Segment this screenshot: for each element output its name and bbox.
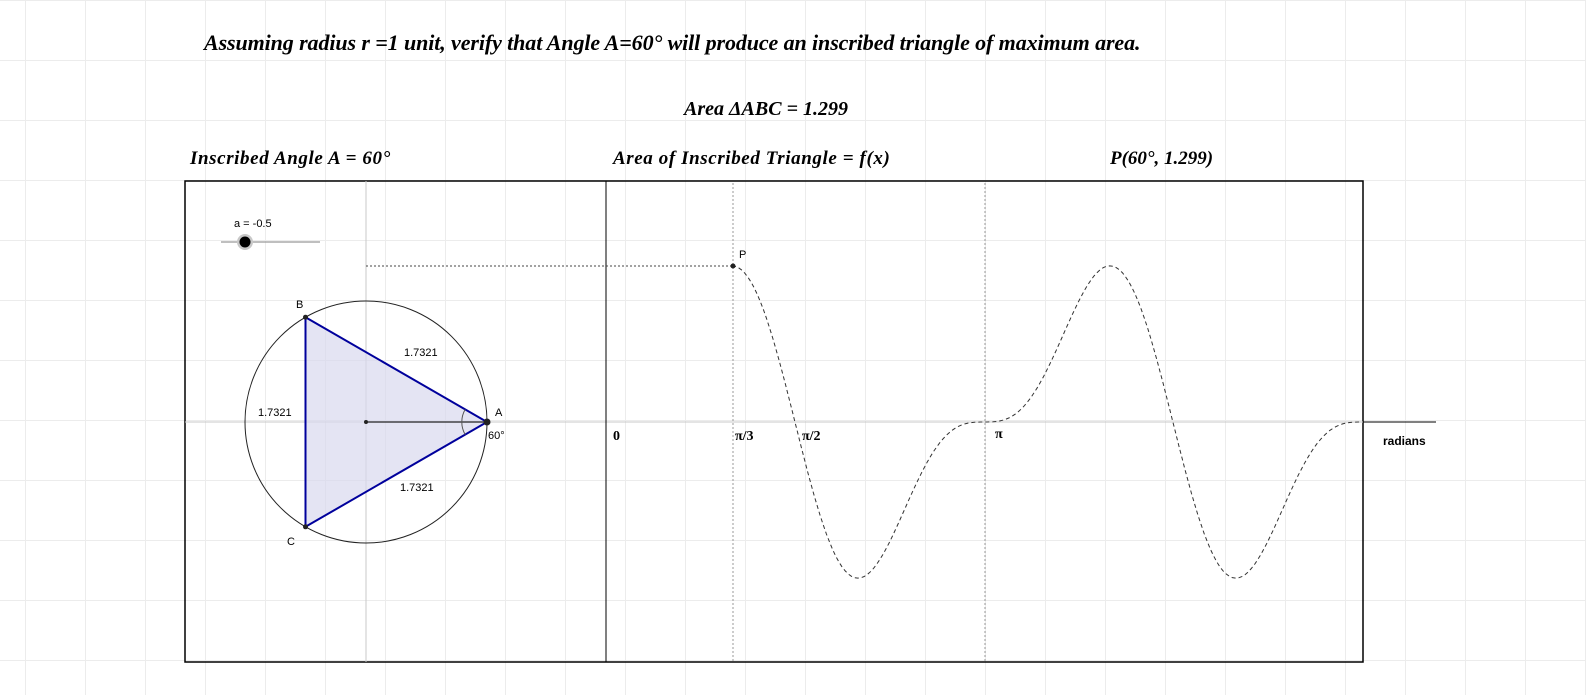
area-function-title: Area of Inscribed Triangle = f(x) xyxy=(613,148,891,169)
angle-A-arc xyxy=(461,409,466,435)
point-B-label: B xyxy=(296,299,303,311)
point-P[interactable] xyxy=(730,263,736,269)
x-tick-label-pi: π xyxy=(995,427,1003,442)
point-A[interactable] xyxy=(483,418,491,426)
side-AB-label: 1.7321 xyxy=(404,347,438,359)
inscribed-angle-title: Inscribed Angle A = 60° xyxy=(190,148,391,169)
circle-center xyxy=(364,420,368,424)
x-axis-unit-label: radians xyxy=(1383,434,1426,448)
side-AC-label: 1.7321 xyxy=(400,482,434,494)
x-tick-label-pi-half: π/2 xyxy=(802,429,821,444)
area-curve-dashed xyxy=(731,265,1362,579)
area-readout-text: Area ΔABC = 1.299 xyxy=(684,98,848,120)
side-BC-label: 1.7321 xyxy=(258,407,292,419)
slider-label: a = -0.5 xyxy=(234,218,272,230)
page-heading: Assuming radius r =1 unit, verify that A… xyxy=(204,30,1141,55)
area-readout: Area ΔABC = 1.299 xyxy=(0,98,1586,121)
point-B[interactable] xyxy=(303,314,308,320)
x-tick-label-pi-third: π/3 xyxy=(735,429,754,444)
point-coordinates-title: P(60°, 1.299) xyxy=(1110,148,1214,169)
point-P-label: P xyxy=(739,249,746,261)
point-A-label: A xyxy=(495,407,503,419)
angle-A-label: 60° xyxy=(488,430,505,442)
x-tick-label-0: 0 xyxy=(613,429,620,444)
point-C-label: C xyxy=(287,536,295,548)
slider-knob[interactable] xyxy=(239,236,251,248)
point-C[interactable] xyxy=(303,524,308,530)
